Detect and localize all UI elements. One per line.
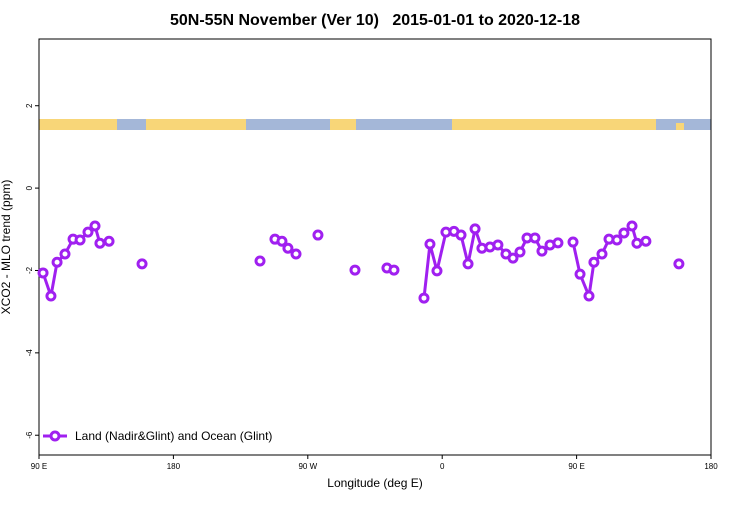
- data-point: [388, 264, 400, 276]
- legend: Land (Nadir&Glint) and Ocean (Glint): [43, 429, 272, 443]
- data-point: [431, 265, 443, 277]
- legend-marker: [49, 430, 61, 442]
- x-tick-label: 180: [167, 462, 181, 471]
- y-tick-label: 0: [25, 185, 34, 190]
- data-point: [567, 236, 579, 248]
- data-point: [574, 268, 586, 280]
- plot-frame: [38, 38, 712, 456]
- data-point: [673, 258, 685, 270]
- data-point: [37, 267, 49, 279]
- data-point: [74, 234, 86, 246]
- data-point: [631, 237, 643, 249]
- data-point: [529, 232, 541, 244]
- y-tick-label: -2: [25, 266, 34, 274]
- data-point: [59, 248, 71, 260]
- data-point: [536, 245, 548, 257]
- data-point: [103, 235, 115, 247]
- x-axis-label: Longitude (deg E): [327, 476, 422, 490]
- data-point: [254, 255, 266, 267]
- data-point: [424, 238, 436, 250]
- data-point: [136, 258, 148, 270]
- data-point: [588, 256, 600, 268]
- data-point: [596, 248, 608, 260]
- data-point: [82, 226, 94, 238]
- surface-band: [39, 119, 711, 130]
- x-tick-label: 90 E: [568, 462, 584, 471]
- data-point: [312, 229, 324, 241]
- data-point: [514, 246, 526, 258]
- y-tick-label: -6: [25, 431, 34, 439]
- data-point: [552, 237, 564, 249]
- data-point: [94, 237, 106, 249]
- data-point: [290, 248, 302, 260]
- data-point: [349, 264, 361, 276]
- data-point: [89, 220, 101, 232]
- x-tick-label: 0: [440, 462, 445, 471]
- data-point: [45, 290, 57, 302]
- data-point: [469, 223, 481, 235]
- data-point: [51, 256, 63, 268]
- data-point: [455, 229, 467, 241]
- data-point: [611, 234, 623, 246]
- data-point: [507, 252, 519, 264]
- y-axis-label: XCO2 - MLO trend (ppm): [0, 180, 13, 315]
- data-point: [492, 239, 504, 251]
- data-point: [618, 227, 630, 239]
- data-point: [282, 242, 294, 254]
- data-point: [583, 290, 595, 302]
- x-tick-label: 90 W: [298, 462, 317, 471]
- legend-label: Land (Nadir&Glint) and Ocean (Glint): [75, 429, 272, 443]
- x-tick-label: 90 E: [31, 462, 47, 471]
- x-tick-label: 180: [704, 462, 718, 471]
- chart-title: 50N-55N November (Ver 10) 2015-01-01 to …: [170, 12, 580, 29]
- y-tick-label: 2: [25, 103, 34, 108]
- data-point: [418, 292, 430, 304]
- data-point: [276, 235, 288, 247]
- data-point: [640, 235, 652, 247]
- y-tick-label: -4: [25, 349, 34, 357]
- data-point: [462, 258, 474, 270]
- data-point: [626, 220, 638, 232]
